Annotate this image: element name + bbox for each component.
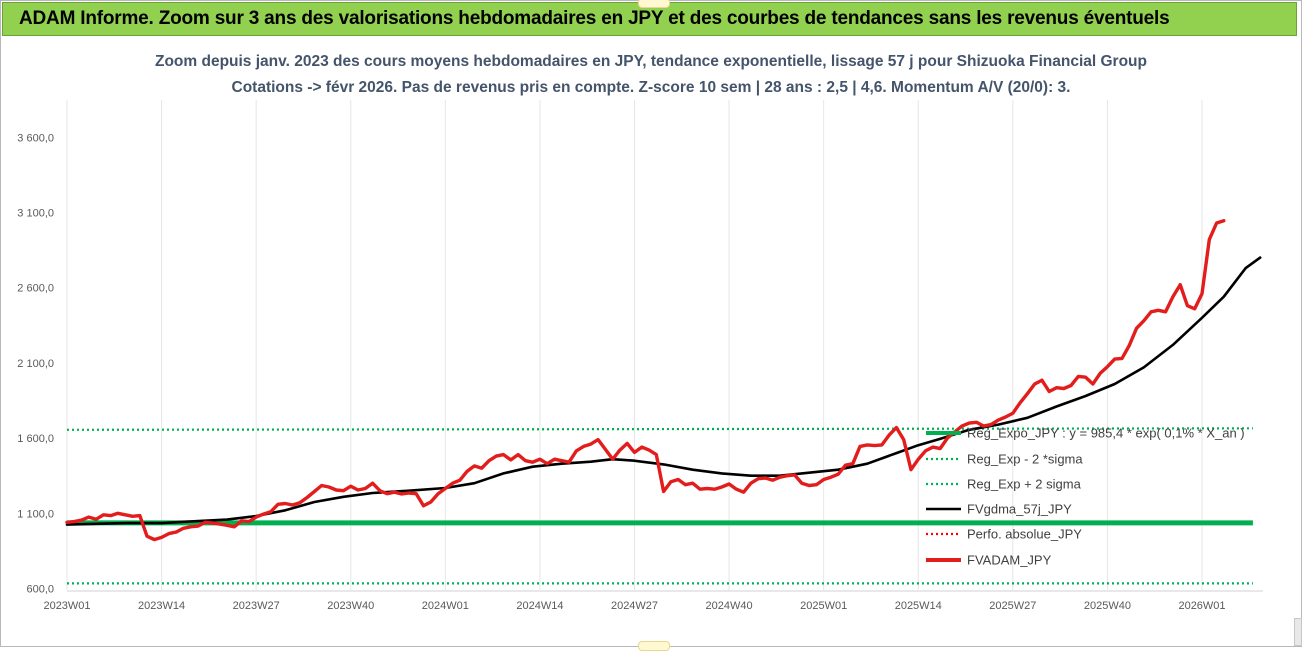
x-tick-label: 2025W40	[1084, 600, 1131, 612]
selection-handle-bottom[interactable]	[638, 641, 670, 651]
legend-fvadam-label: FVADAM_JPY	[967, 553, 1052, 568]
series-fvgdma-57j	[65, 256, 1262, 526]
x-tick-label: 2024W40	[706, 600, 753, 612]
resize-handle[interactable]	[1294, 618, 1302, 646]
x-tick-label: 2023W01	[43, 600, 90, 612]
y-axis: 600,0 1 100,0 1 600,0 2 100,0 2 600,0 3 100,0…	[17, 132, 54, 595]
y-tick-label: 1 600,0	[17, 433, 54, 445]
y-tick-label: 2 100,0	[17, 358, 54, 370]
x-tick-label: 2023W27	[233, 600, 280, 612]
y-tick-label: 2 600,0	[17, 283, 54, 295]
y-tick-label: 3 600,0	[17, 132, 54, 144]
x-tick-label: 2024W14	[516, 600, 563, 612]
legend: Reg_Expo_JPY : y = 985,4 * exp( 0,1% * X…	[926, 426, 1245, 568]
y-tick-label: 1 100,0	[17, 508, 54, 520]
series-fvadam	[65, 219, 1226, 542]
x-tick-label: 2023W14	[138, 600, 185, 612]
selection-handle-top[interactable]	[638, 0, 670, 8]
legend-reg-expo-label: Reg_Expo_JPY : y = 985,4 * exp( 0,1% * X…	[967, 426, 1245, 441]
x-tick-label: 2025W27	[989, 600, 1036, 612]
grid-lines	[66, 100, 1203, 590]
y-tick-label: 600,0	[26, 584, 54, 596]
chart-title-line-1: Zoom depuis janv. 2023 des cours moyens …	[154, 53, 1147, 70]
x-tick-label: 2026W01	[1178, 600, 1225, 612]
x-tick-label: 2025W01	[800, 600, 847, 612]
series-layer	[65, 219, 1262, 585]
chart-title-line-2: Cotations -> févr 2026. Pas de revenus p…	[231, 79, 1071, 96]
legend-perfo-absolue-label: Perfo. absolue_JPY	[967, 527, 1082, 542]
report-title: ADAM Informe. Zoom sur 3 ans des valoris…	[19, 8, 1170, 29]
x-tick-label: 2023W40	[327, 600, 374, 612]
x-tick-label: 2024W27	[611, 600, 658, 612]
x-tick-label: 2025W14	[895, 600, 942, 612]
legend-reg-exp-minus-2sigma-label: Reg_Exp - 2 *sigma	[967, 452, 1083, 467]
legend-reg-exp-plus-2sigma-label: Reg_Exp + 2 sigma	[967, 477, 1082, 492]
x-tick-label: 2024W01	[422, 600, 469, 612]
x-axis: 2023W01 2023W14 2023W27 2023W40 2024W01 2024W…	[43, 590, 1263, 612]
y-tick-label: 3 100,0	[17, 208, 54, 220]
legend-fvgdma-label: FVgdma_57j_JPY	[967, 502, 1072, 517]
